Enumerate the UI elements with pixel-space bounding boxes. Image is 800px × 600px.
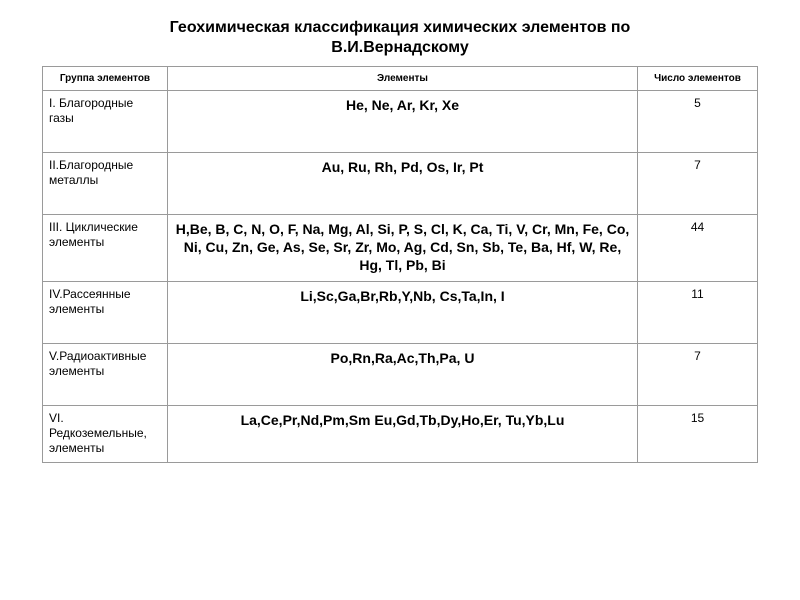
cell-elements: H,Be, B, C, N, O, F, Na, Mg, Al, Si, P, … (168, 215, 638, 282)
cell-count: 7 (638, 343, 758, 405)
cell-elements: Au, Ru, Rh, Pd, Os, Ir, Pt (168, 153, 638, 215)
cell-group: IV.Рассеянные элементы (43, 281, 168, 343)
table-row: III. Циклические элементы H,Be, B, C, N,… (43, 215, 758, 282)
page-title: Геохимическая классификация химических э… (42, 18, 758, 58)
cell-elements: He, Ne, Ar, Kr, Xe (168, 91, 638, 153)
cell-group: V.Радиоактивные элементы (43, 343, 168, 405)
classification-table: Группа элементов Элементы Число элементо… (42, 66, 758, 463)
cell-group: III. Циклические элементы (43, 215, 168, 282)
title-line2: В.И.Вернадскому (331, 39, 468, 56)
header-elements: Элементы (168, 67, 638, 91)
table-row: II.Благородные металлы Au, Ru, Rh, Pd, O… (43, 153, 758, 215)
cell-count: 5 (638, 91, 758, 153)
title-line1: Геохимическая классификация химических э… (170, 19, 631, 36)
table-row: IV.Рассеянные элементы Li,Sc,Ga,Br,Rb,Y,… (43, 281, 758, 343)
cell-group: II.Благородные металлы (43, 153, 168, 215)
cell-elements: Li,Sc,Ga,Br,Rb,Y,Nb, Cs,Ta,In, I (168, 281, 638, 343)
header-group: Группа элементов (43, 67, 168, 91)
cell-count: 44 (638, 215, 758, 282)
cell-elements: Po,Rn,Ra,Ac,Th,Pa, U (168, 343, 638, 405)
cell-count: 15 (638, 405, 758, 462)
cell-group: I. Благородные газы (43, 91, 168, 153)
table-row: V.Радиоактивные элементы Po,Rn,Ra,Ac,Th,… (43, 343, 758, 405)
table-row: VI. Редкоземельные, элементы La,Ce,Pr,Nd… (43, 405, 758, 462)
table-row: I. Благородные газы He, Ne, Ar, Kr, Xe 5 (43, 91, 758, 153)
header-count: Число элементов (638, 67, 758, 91)
table-header-row: Группа элементов Элементы Число элементо… (43, 67, 758, 91)
cell-count: 11 (638, 281, 758, 343)
cell-group: VI. Редкоземельные, элементы (43, 405, 168, 462)
cell-elements: La,Ce,Pr,Nd,Pm,Sm Eu,Gd,Tb,Dy,Ho,Er, Tu,… (168, 405, 638, 462)
cell-count: 7 (638, 153, 758, 215)
